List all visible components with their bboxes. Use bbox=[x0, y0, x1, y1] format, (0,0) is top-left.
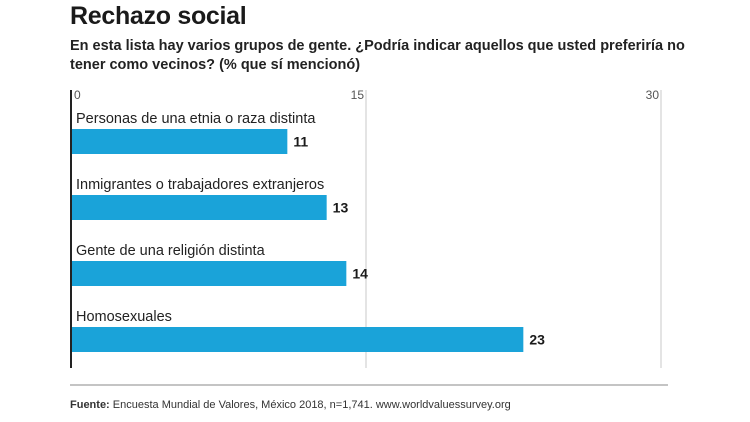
bar bbox=[71, 327, 524, 352]
tick-label-30: 30 bbox=[646, 88, 660, 102]
source-note: Fuente: Encuesta Mundial de Valores, Méx… bbox=[70, 399, 511, 411]
category-label: Personas de una etnia o raza distinta bbox=[76, 111, 316, 127]
tick-label-15: 15 bbox=[351, 88, 365, 102]
data-label: 14 bbox=[352, 266, 368, 282]
chart-subtitle: En esta lista hay varios grupos de gente… bbox=[70, 38, 685, 73]
bar bbox=[71, 195, 327, 220]
data-label: 23 bbox=[529, 332, 545, 348]
category-label: Homosexuales bbox=[76, 309, 172, 325]
category-label: Inmigrantes o trabajadores extranjeros bbox=[76, 177, 324, 193]
source-label: Fuente: bbox=[70, 399, 110, 411]
bar bbox=[71, 261, 347, 286]
data-label: 13 bbox=[333, 200, 349, 216]
source-text: Encuesta Mundial de Valores, México 2018… bbox=[112, 399, 511, 411]
chart-title: Rechazo social bbox=[70, 2, 247, 30]
category-label: Gente de una religión distinta bbox=[76, 243, 266, 259]
tick-label-0: 0 bbox=[74, 88, 81, 102]
bar bbox=[71, 129, 288, 154]
data-label: 11 bbox=[293, 134, 308, 150]
